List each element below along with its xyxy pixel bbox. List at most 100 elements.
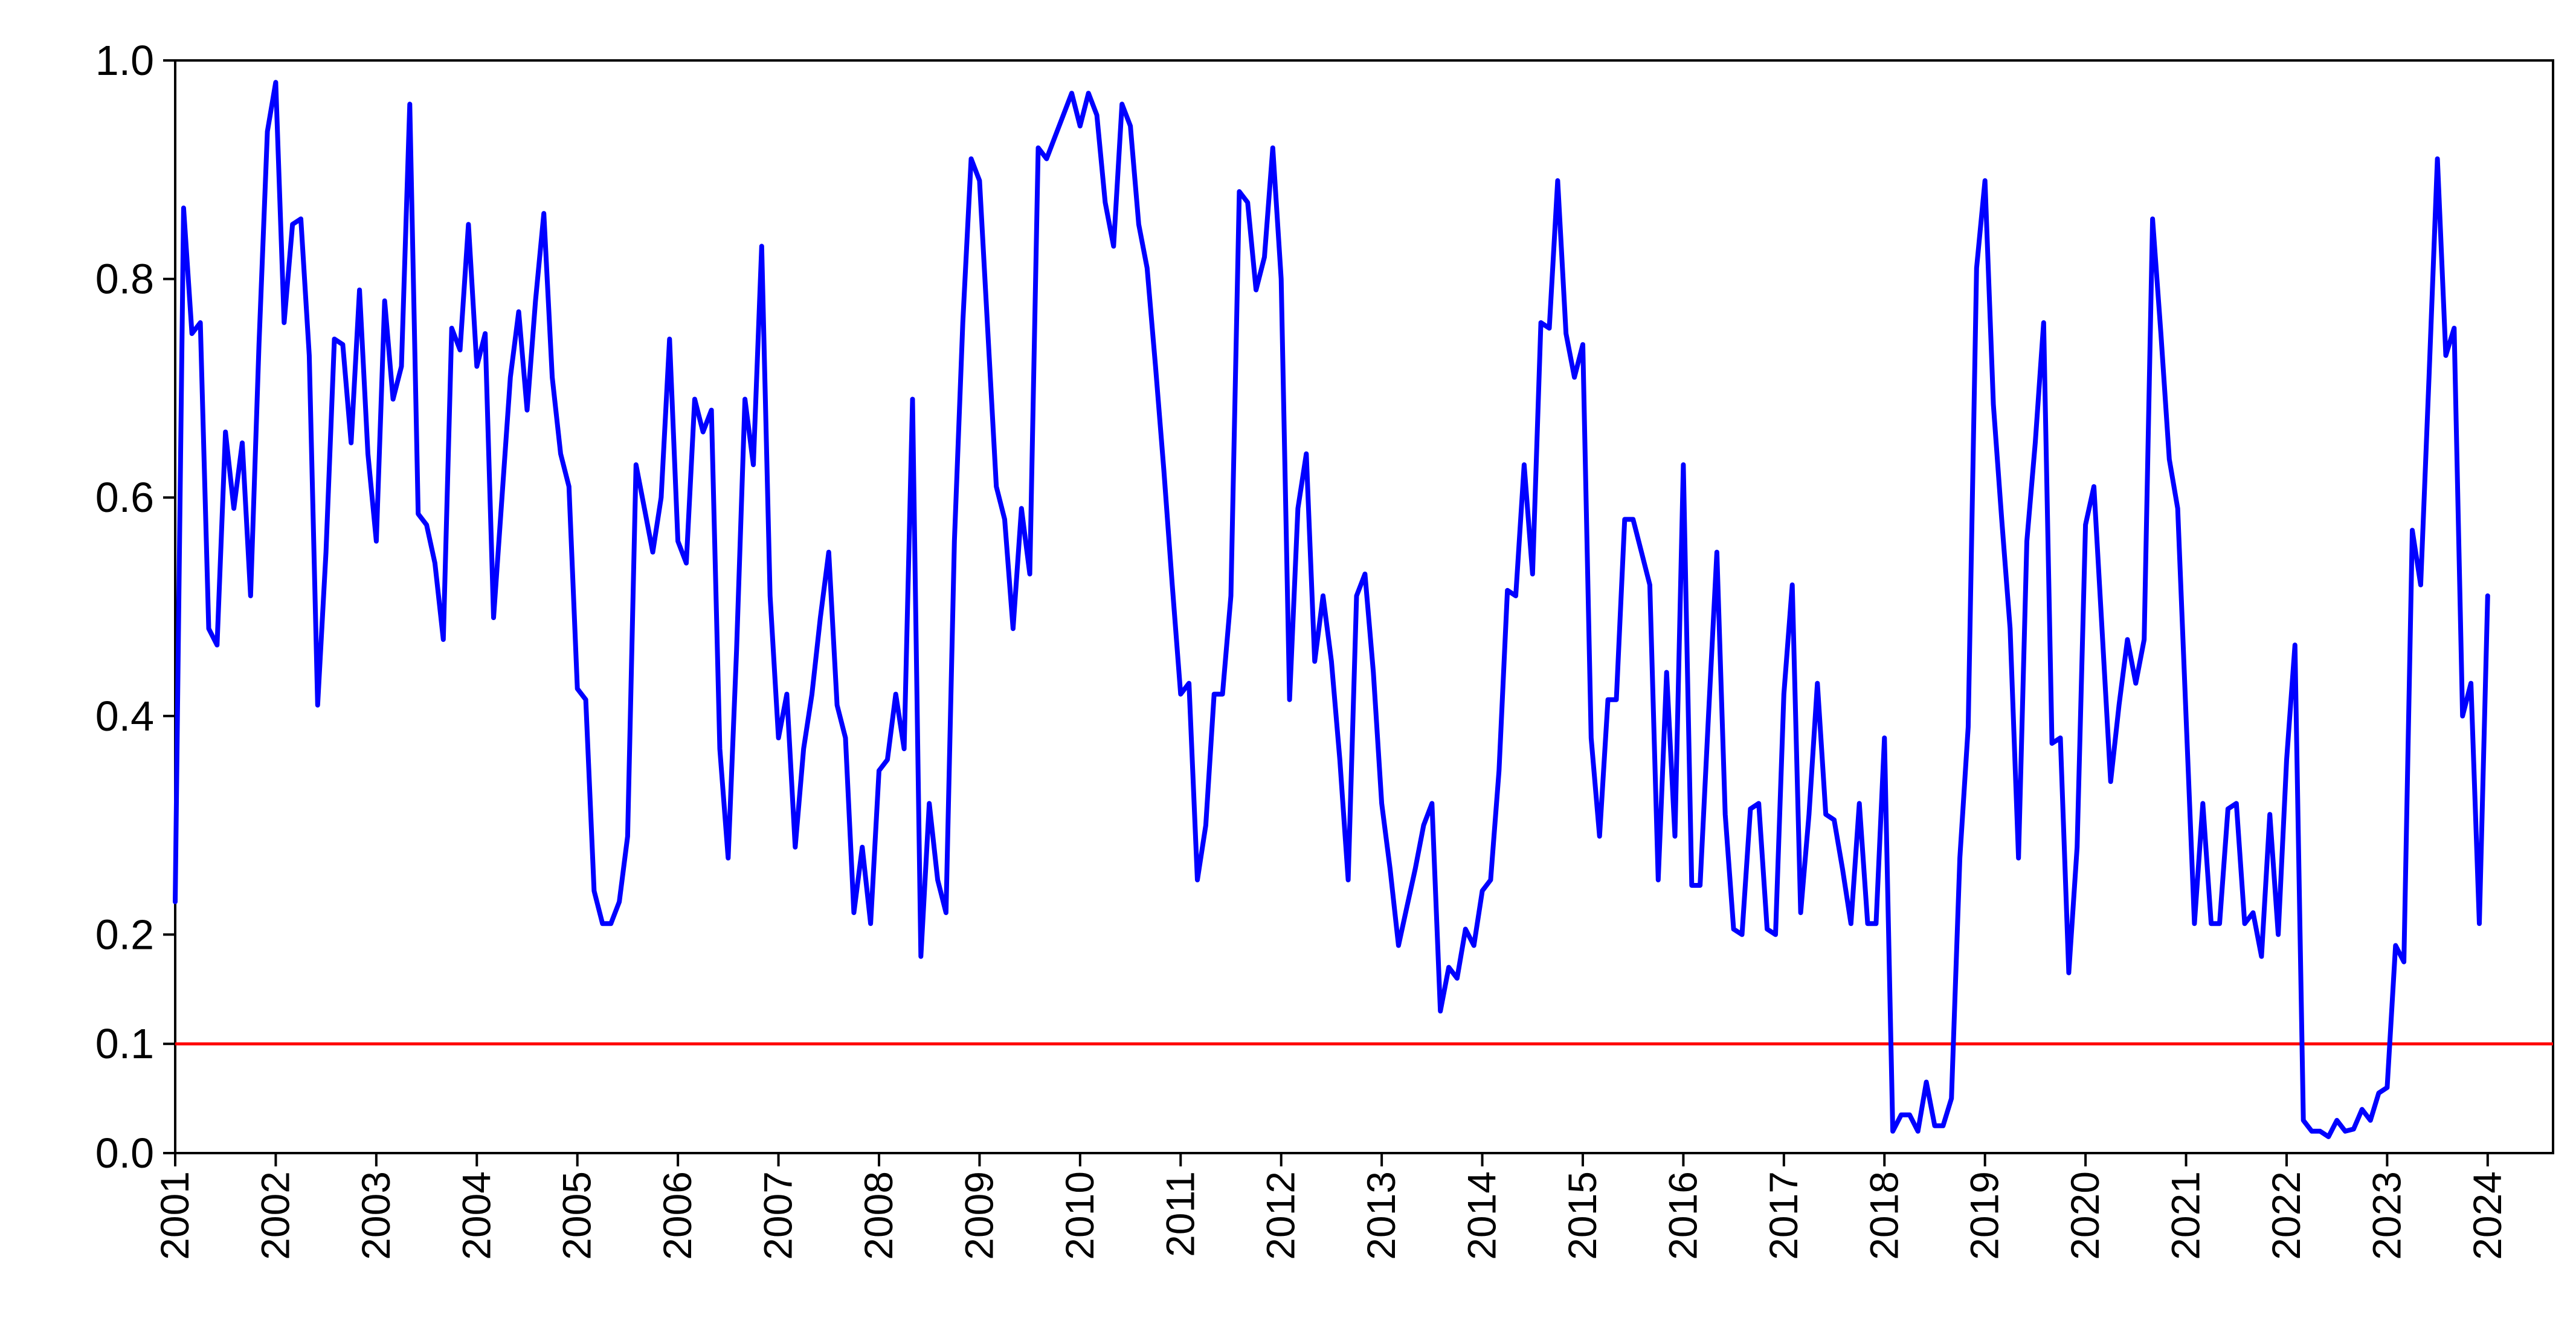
data-point	[518, 311, 520, 312]
data-point	[1834, 819, 1835, 821]
data-point	[2018, 857, 2020, 859]
data-point	[769, 595, 771, 596]
data-point	[912, 398, 913, 400]
data-point	[1607, 699, 1609, 700]
data-point	[1657, 879, 1659, 881]
data-point	[987, 333, 989, 334]
y-tick-label: 0.8	[95, 256, 154, 303]
x-tick-label: 2010	[1057, 1171, 1102, 1260]
data-point	[2278, 934, 2279, 936]
data-point	[2127, 639, 2128, 641]
data-point	[501, 497, 503, 499]
data-point	[1272, 147, 1274, 149]
data-point	[686, 562, 687, 564]
data-point	[2068, 972, 2070, 974]
data-point	[1984, 179, 1986, 181]
data-point	[1440, 1010, 1441, 1012]
data-point	[2026, 540, 2027, 542]
data-point	[1037, 147, 1039, 149]
data-point	[2202, 803, 2204, 804]
data-point	[945, 912, 947, 914]
data-point	[1130, 125, 1132, 127]
x-tick-label: 2009	[956, 1171, 1001, 1260]
data-point	[1423, 824, 1425, 826]
data-point	[1632, 519, 1634, 520]
data-point	[2076, 846, 2078, 848]
data-point	[333, 338, 335, 340]
x-tick-label: 2012	[1258, 1171, 1303, 1260]
data-point	[1448, 966, 1450, 968]
data-point	[602, 923, 604, 925]
data-point	[1104, 202, 1106, 203]
data-point	[300, 218, 301, 220]
data-point	[1892, 1130, 1894, 1132]
data-point	[2369, 1119, 2371, 1121]
data-point	[509, 377, 511, 378]
data-point	[1884, 737, 1885, 739]
data-point	[426, 524, 428, 526]
data-point	[1766, 928, 1768, 930]
data-point	[442, 639, 444, 641]
data-point	[719, 748, 721, 749]
data-point	[2345, 1130, 2346, 1132]
data-point	[1917, 1130, 1919, 1132]
data-point	[878, 770, 880, 772]
data-point	[2143, 639, 2145, 641]
data-point	[1096, 114, 1098, 116]
data-point	[744, 398, 746, 400]
data-point	[1699, 885, 1701, 886]
data-point	[929, 803, 930, 804]
data-point	[1012, 628, 1014, 630]
data-point	[1783, 693, 1785, 695]
data-point	[2479, 923, 2480, 925]
data-point	[1188, 682, 1190, 684]
data-point	[794, 846, 796, 848]
data-point	[175, 901, 176, 903]
data-point	[2378, 1092, 2380, 1094]
data-point	[710, 409, 712, 411]
data-point	[552, 377, 553, 378]
data-point	[1146, 267, 1148, 269]
data-point	[2352, 1128, 2354, 1130]
data-point	[2302, 1119, 2304, 1121]
data-point	[2244, 923, 2246, 925]
data-point	[626, 835, 628, 837]
data-point	[2436, 158, 2438, 160]
data-point	[2336, 1119, 2338, 1121]
data-point	[2118, 704, 2120, 706]
data-point	[342, 344, 344, 346]
data-point	[2177, 508, 2178, 509]
data-point	[1967, 726, 1969, 728]
data-point	[1213, 693, 1215, 695]
data-point	[266, 131, 268, 132]
data-point	[2185, 715, 2187, 717]
data-point	[1464, 928, 1466, 930]
data-point	[2001, 519, 2003, 520]
data-point	[2319, 1130, 2321, 1132]
data-point	[367, 453, 369, 454]
data-point	[1817, 682, 1818, 684]
data-point	[191, 333, 193, 334]
data-point	[1951, 1097, 1953, 1099]
data-point	[1163, 470, 1165, 471]
data-point	[1750, 808, 1751, 810]
data-point	[2101, 633, 2103, 635]
data-point	[233, 508, 235, 509]
data-point	[485, 333, 486, 334]
data-point	[2059, 737, 2061, 739]
data-point	[2252, 912, 2254, 914]
x-tick-label: 2019	[1962, 1171, 2007, 1260]
x-tick-label: 2022	[2264, 1171, 2308, 1260]
data-point	[1381, 803, 1383, 804]
data-point	[375, 540, 377, 542]
y-tick-label: 0.0	[95, 1130, 154, 1177]
data-point	[1599, 835, 1600, 837]
data-point	[803, 748, 805, 749]
data-point	[1901, 1114, 1902, 1116]
data-point	[1373, 671, 1374, 673]
data-point	[1674, 835, 1676, 837]
data-point	[2034, 442, 2036, 444]
data-point	[2311, 1130, 2313, 1132]
data-point	[526, 409, 528, 411]
